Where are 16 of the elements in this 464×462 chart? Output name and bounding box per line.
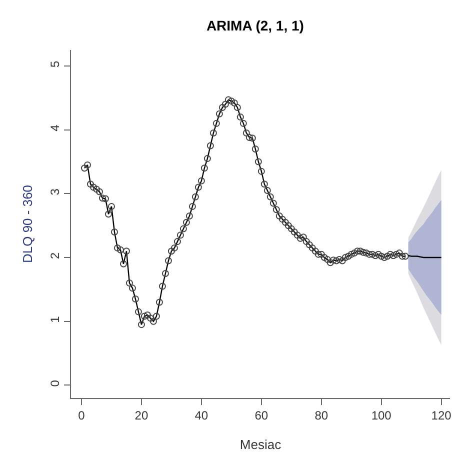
y-tick-label: 0 [48,380,62,387]
x-tick-label: 100 [371,408,392,422]
x-axis-title: Mesiac [240,437,282,452]
y-tick-label: 5 [48,60,62,68]
x-tick-label: 60 [254,408,268,422]
chart-title: ARIMA (2, 1, 1) [206,18,304,34]
x-tick-label: 120 [431,408,452,422]
y-axis-title: DLQ 90 - 360 [20,184,36,264]
y-tick-label: 2 [48,252,62,260]
x-tick-label: 0 [78,408,86,422]
y-tick-label: 3 [48,188,62,196]
y-tick-label: 1 [48,316,62,323]
x-tick-label: 20 [134,408,148,422]
x-tick-label: 80 [314,408,328,422]
y-tick-label: 4 [48,124,62,132]
x-tick-label: 40 [194,408,208,422]
